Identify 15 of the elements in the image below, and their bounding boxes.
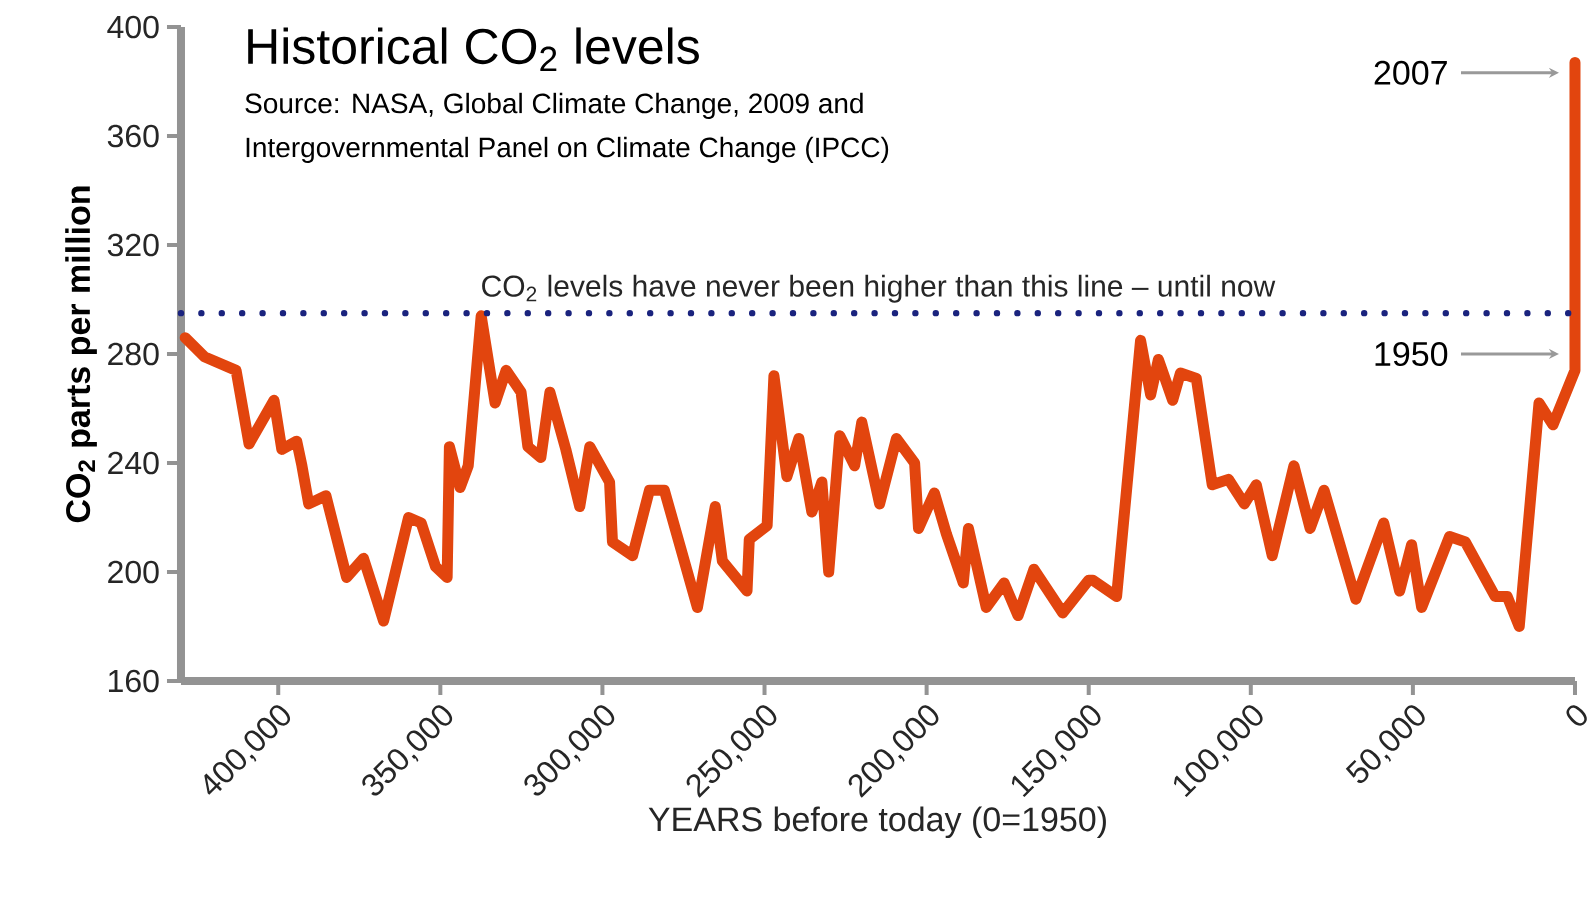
y-tick-label: 320 [107, 233, 159, 257]
y-tick-label: 240 [108, 451, 159, 475]
y-tick-label: 160 [108, 669, 159, 693]
y-tick-label: 200 [108, 560, 159, 584]
y-tick-label: 360 [107, 124, 159, 148]
y-tick-label: 280 [108, 342, 159, 366]
annotation: Source: NASA, Global Climate Change, 2009 and Intergovernmental Panel on Climate Change (IPCC) [245, 92, 889, 163]
x-tick-label: 0 [1566, 705, 1587, 726]
annotation: 2007 [1374, 60, 1447, 85]
y-tick-label: 400 [107, 15, 159, 39]
x-axis-title: YEARS before today (0=1950) [648, 806, 1106, 839]
y-axis-title: CO$_{2}$ parts per million [65, 186, 97, 523]
ref-line-label: CO$_{2}$ levels have never been higher than this line – until now [482, 274, 1276, 303]
annotation: 1950 [1375, 341, 1448, 367]
chart-title: Historical CO$_{2}$ levels [248, 27, 699, 72]
